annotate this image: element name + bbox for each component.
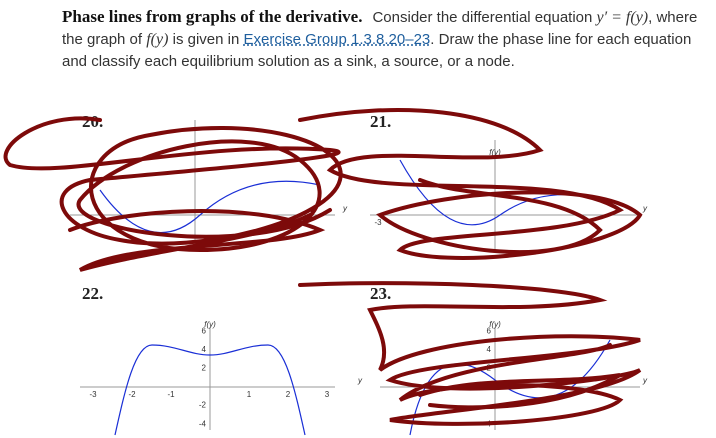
figure-label: 21. xyxy=(370,112,391,131)
x-tick-label: 3 xyxy=(325,390,330,399)
scribble xyxy=(3,116,343,253)
axis-label: f(y) xyxy=(489,320,501,329)
x-tick-label: -3 xyxy=(374,218,382,227)
x-tick-label: -1 xyxy=(167,390,175,399)
figure-label: 23. xyxy=(370,284,391,303)
axis-label: f(y) xyxy=(489,148,501,157)
x-tick-label: 2 xyxy=(286,390,291,399)
figure-label: 22. xyxy=(82,284,103,303)
x-tick-label: 1 xyxy=(247,390,252,399)
tick-labels: 20.y21.f(y)y-322.f(y)y-3 -2 -1 1 2 3642-2-423… xyxy=(82,112,648,428)
scribble xyxy=(68,209,326,272)
link[interactable]: Exercise Group 1.3.8.20–23 xyxy=(243,31,431,48)
axis-label: y xyxy=(642,376,648,385)
x-tick-label: -3 xyxy=(89,390,97,399)
problem-text: Phase lines from graphs of the derivativ… xyxy=(62,6,702,73)
problem-title: Phase lines from graphs of the derivativ… xyxy=(62,7,363,26)
axis-label: y xyxy=(342,204,348,213)
text: is given in xyxy=(168,31,244,48)
math: y′ = f(y) xyxy=(596,9,649,26)
axis-label: y xyxy=(357,376,363,385)
x-tick-label: -2 xyxy=(128,390,136,399)
math: f(y) xyxy=(146,31,169,48)
y-tick-label: 4 xyxy=(487,345,492,354)
curve xyxy=(99,180,321,234)
axis-label: f(y) xyxy=(204,320,216,329)
scribble xyxy=(298,108,643,260)
curve xyxy=(114,344,306,436)
y-tick-label: -2 xyxy=(199,401,207,410)
text: . Draw the phase line for each equation … xyxy=(62,31,692,70)
axis-label: y xyxy=(642,204,648,213)
scribbles xyxy=(3,108,643,426)
y-tick-label: 6 xyxy=(202,326,207,335)
y-tick-label: 2 xyxy=(202,364,207,373)
scribble xyxy=(298,281,642,426)
text: Consider the differential equation xyxy=(372,9,597,26)
y-tick-label: 6 xyxy=(487,326,492,335)
y-tick-label: 4 xyxy=(202,345,207,354)
scribble xyxy=(418,373,622,410)
text: , where the graph of xyxy=(62,9,698,48)
y-tick-label: -4 xyxy=(199,419,207,428)
